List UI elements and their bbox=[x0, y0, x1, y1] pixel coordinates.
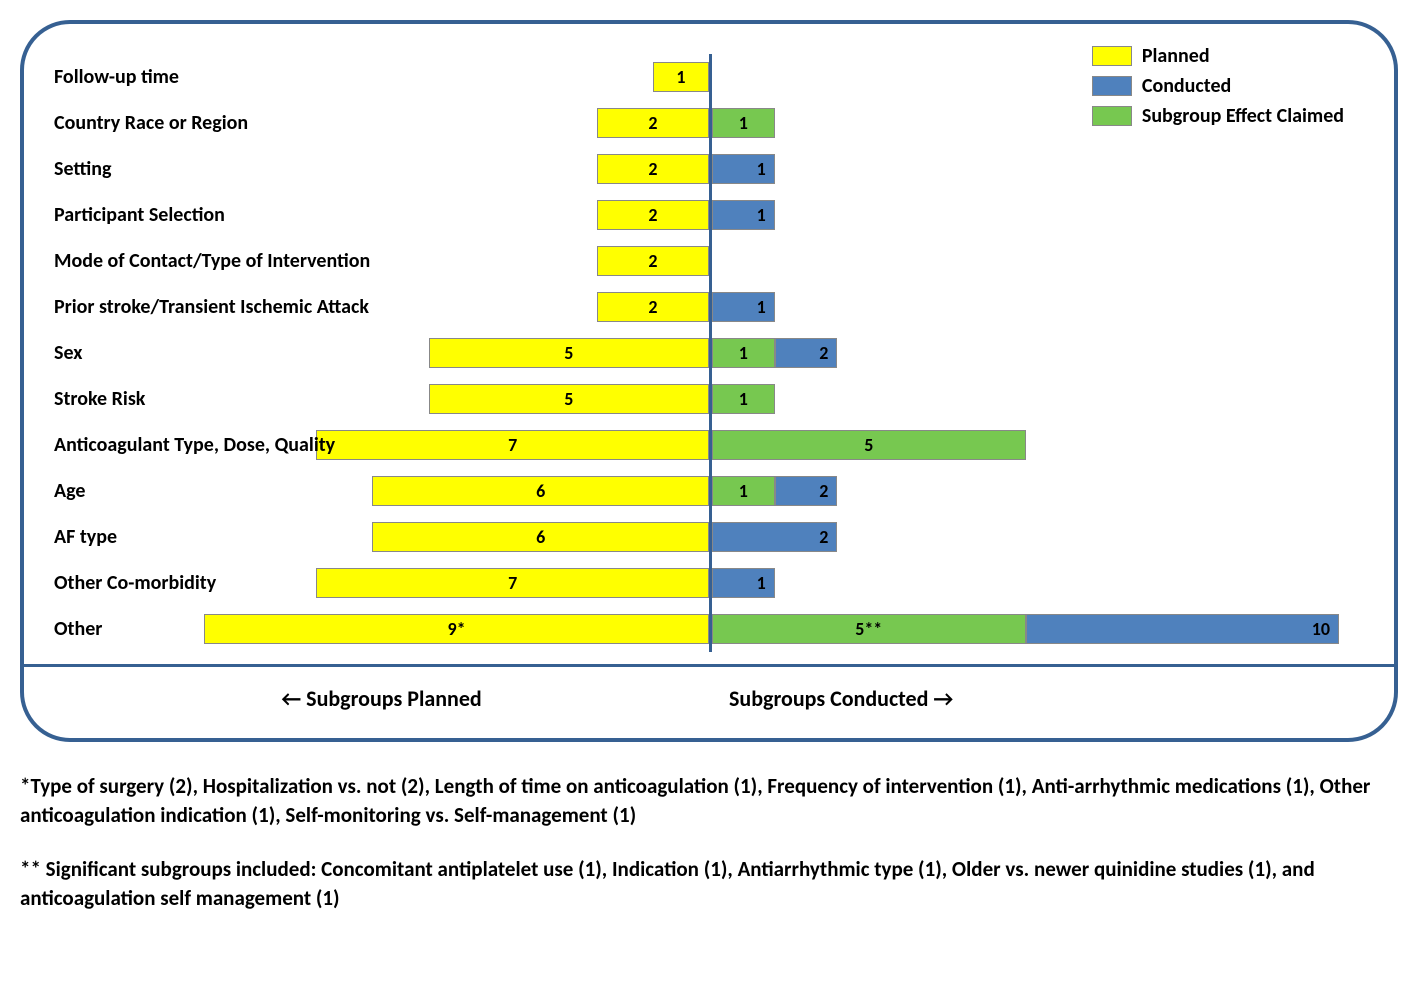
chart-row-left: Age 6 bbox=[54, 468, 709, 514]
chart-row-right: 1 bbox=[712, 284, 1364, 330]
axis-right-label: Subgroups Conducted → bbox=[709, 685, 1364, 712]
bar-planned: 2 bbox=[597, 246, 709, 276]
row-label: Country Race or Region bbox=[54, 111, 248, 135]
chart-area: Follow-up time1Country Race or Region2Se… bbox=[54, 54, 1364, 652]
bar-seg-conducted: 1 bbox=[712, 154, 775, 184]
legend-label: Conducted bbox=[1142, 74, 1231, 98]
bar-right-stack: 1 bbox=[712, 108, 775, 138]
bar-right-stack: 1 bbox=[712, 384, 775, 414]
chart-row-left: Anticoagulant Type, Dose, Quality7 bbox=[54, 422, 709, 468]
divider-line bbox=[24, 664, 1394, 667]
chart-row-left: Country Race or Region 2 bbox=[54, 100, 709, 146]
bar-seg-claimed: 1 bbox=[712, 476, 775, 506]
bar-seg-claimed: 1 bbox=[712, 384, 775, 414]
bar-seg-claimed: 1 bbox=[712, 108, 775, 138]
bar-planned: 7 bbox=[316, 430, 709, 460]
bar-right-stack: 1 bbox=[712, 568, 775, 598]
row-label: Follow-up time bbox=[54, 65, 179, 89]
row-label: AF type bbox=[54, 525, 117, 549]
chart-row-right: 5 bbox=[712, 422, 1364, 468]
chart-row-right: 12 bbox=[712, 468, 1364, 514]
chart-row-left: AF type 6 bbox=[54, 514, 709, 560]
row-label: Prior stroke/Transient Ischemic Attack bbox=[54, 295, 369, 319]
bar-planned: 5 bbox=[429, 338, 710, 368]
row-label: Participant Selection bbox=[54, 203, 225, 227]
bar-right-stack: 1 bbox=[712, 154, 775, 184]
row-label: Stroke Risk bbox=[54, 387, 145, 411]
chart-row-left: Sex 5 bbox=[54, 330, 709, 376]
left-panel: Follow-up time1Country Race or Region2Se… bbox=[54, 54, 709, 652]
chart-row-right: 12 bbox=[712, 330, 1364, 376]
bar-planned: 6 bbox=[372, 522, 709, 552]
legend-label: Planned bbox=[1142, 44, 1210, 68]
chart-row-left: Follow-up time 1 bbox=[54, 54, 709, 100]
legend: Planned Conducted Subgroup Effect Claime… bbox=[1092, 44, 1344, 134]
bar-planned: 1 bbox=[653, 62, 709, 92]
right-panel: 1111121512215**10 bbox=[709, 54, 1364, 652]
footnotes: *Type of surgery (2), Hospitalization vs… bbox=[20, 772, 1398, 914]
footnote-1: *Type of surgery (2), Hospitalization vs… bbox=[20, 772, 1398, 831]
chart-row-left: Participant Selection 2 bbox=[54, 192, 709, 238]
row-label: Setting bbox=[54, 157, 112, 181]
bar-right-stack: 12 bbox=[712, 338, 837, 368]
legend-item-conducted: Conducted bbox=[1092, 74, 1344, 98]
chart-row-left: Other Co-morbidity 7 bbox=[54, 560, 709, 606]
footnote-2: ** Significant subgroups included: Conco… bbox=[20, 855, 1398, 914]
legend-item-planned: Planned bbox=[1092, 44, 1344, 68]
legend-swatch-conducted bbox=[1092, 76, 1132, 96]
chart-row-left: Prior stroke/Transient Ischemic Attack 2 bbox=[54, 284, 709, 330]
row-label: Sex bbox=[54, 341, 82, 365]
chart-container: Planned Conducted Subgroup Effect Claime… bbox=[20, 20, 1398, 742]
chart-row-right: 1 bbox=[712, 192, 1364, 238]
legend-label: Subgroup Effect Claimed bbox=[1142, 104, 1344, 128]
bar-seg-conducted: 2 bbox=[775, 338, 838, 368]
bar-planned: 6 bbox=[372, 476, 709, 506]
bar-right-stack: 1 bbox=[712, 292, 775, 322]
bar-seg-conducted: 1 bbox=[712, 200, 775, 230]
bar-planned: 2 bbox=[597, 200, 709, 230]
legend-swatch-claimed bbox=[1092, 106, 1132, 126]
bar-planned: 7 bbox=[316, 568, 709, 598]
row-label: Mode of Contact/Type of Intervention bbox=[54, 249, 370, 273]
bar-planned: 2 bbox=[597, 292, 709, 322]
chart-row-right bbox=[712, 238, 1364, 284]
chart-row-left: Other 9* bbox=[54, 606, 709, 652]
bar-seg-claimed: 1 bbox=[712, 338, 775, 368]
bar-right-stack: 12 bbox=[712, 476, 837, 506]
bar-seg-conducted: 2 bbox=[712, 522, 837, 552]
chart-row-left: Mode of Contact/Type of Intervention 2 bbox=[54, 238, 709, 284]
chart-row-left: Stroke Risk 5 bbox=[54, 376, 709, 422]
chart-row-right: 2 bbox=[712, 514, 1364, 560]
bar-planned: 2 bbox=[597, 154, 709, 184]
bar-right-stack: 5 bbox=[712, 430, 1026, 460]
row-label: Other Co-morbidity bbox=[54, 571, 216, 595]
bar-seg-conducted: 10 bbox=[1026, 614, 1340, 644]
bar-right-stack: 2 bbox=[712, 522, 837, 552]
legend-item-claimed: Subgroup Effect Claimed bbox=[1092, 104, 1344, 128]
bar-right-stack: 1 bbox=[712, 200, 775, 230]
bar-seg-claimed: 5** bbox=[712, 614, 1026, 644]
bar-seg-conducted: 2 bbox=[775, 476, 838, 506]
bar-right-stack: 5**10 bbox=[712, 614, 1339, 644]
chart-row-right: 5**10 bbox=[712, 606, 1364, 652]
axis-left-label: ← Subgroups Planned bbox=[54, 685, 709, 712]
chart-row-right: 1 bbox=[712, 146, 1364, 192]
legend-swatch-planned bbox=[1092, 46, 1132, 66]
bar-seg-conducted: 1 bbox=[712, 568, 775, 598]
row-label: Age bbox=[54, 479, 85, 503]
bar-seg-conducted: 1 bbox=[712, 292, 775, 322]
bar-planned: 5 bbox=[429, 384, 710, 414]
bar-planned: 2 bbox=[597, 108, 709, 138]
row-label: Anticoagulant Type, Dose, Quality bbox=[54, 433, 335, 457]
bar-planned: 9* bbox=[204, 614, 709, 644]
bar-seg-claimed: 5 bbox=[712, 430, 1026, 460]
axis-labels: ← Subgroups Planned Subgroups Conducted … bbox=[54, 679, 1364, 718]
chart-row-right: 1 bbox=[712, 560, 1364, 606]
chart-row-left: Setting 2 bbox=[54, 146, 709, 192]
chart-row-right: 1 bbox=[712, 376, 1364, 422]
row-label: Other bbox=[54, 617, 102, 641]
